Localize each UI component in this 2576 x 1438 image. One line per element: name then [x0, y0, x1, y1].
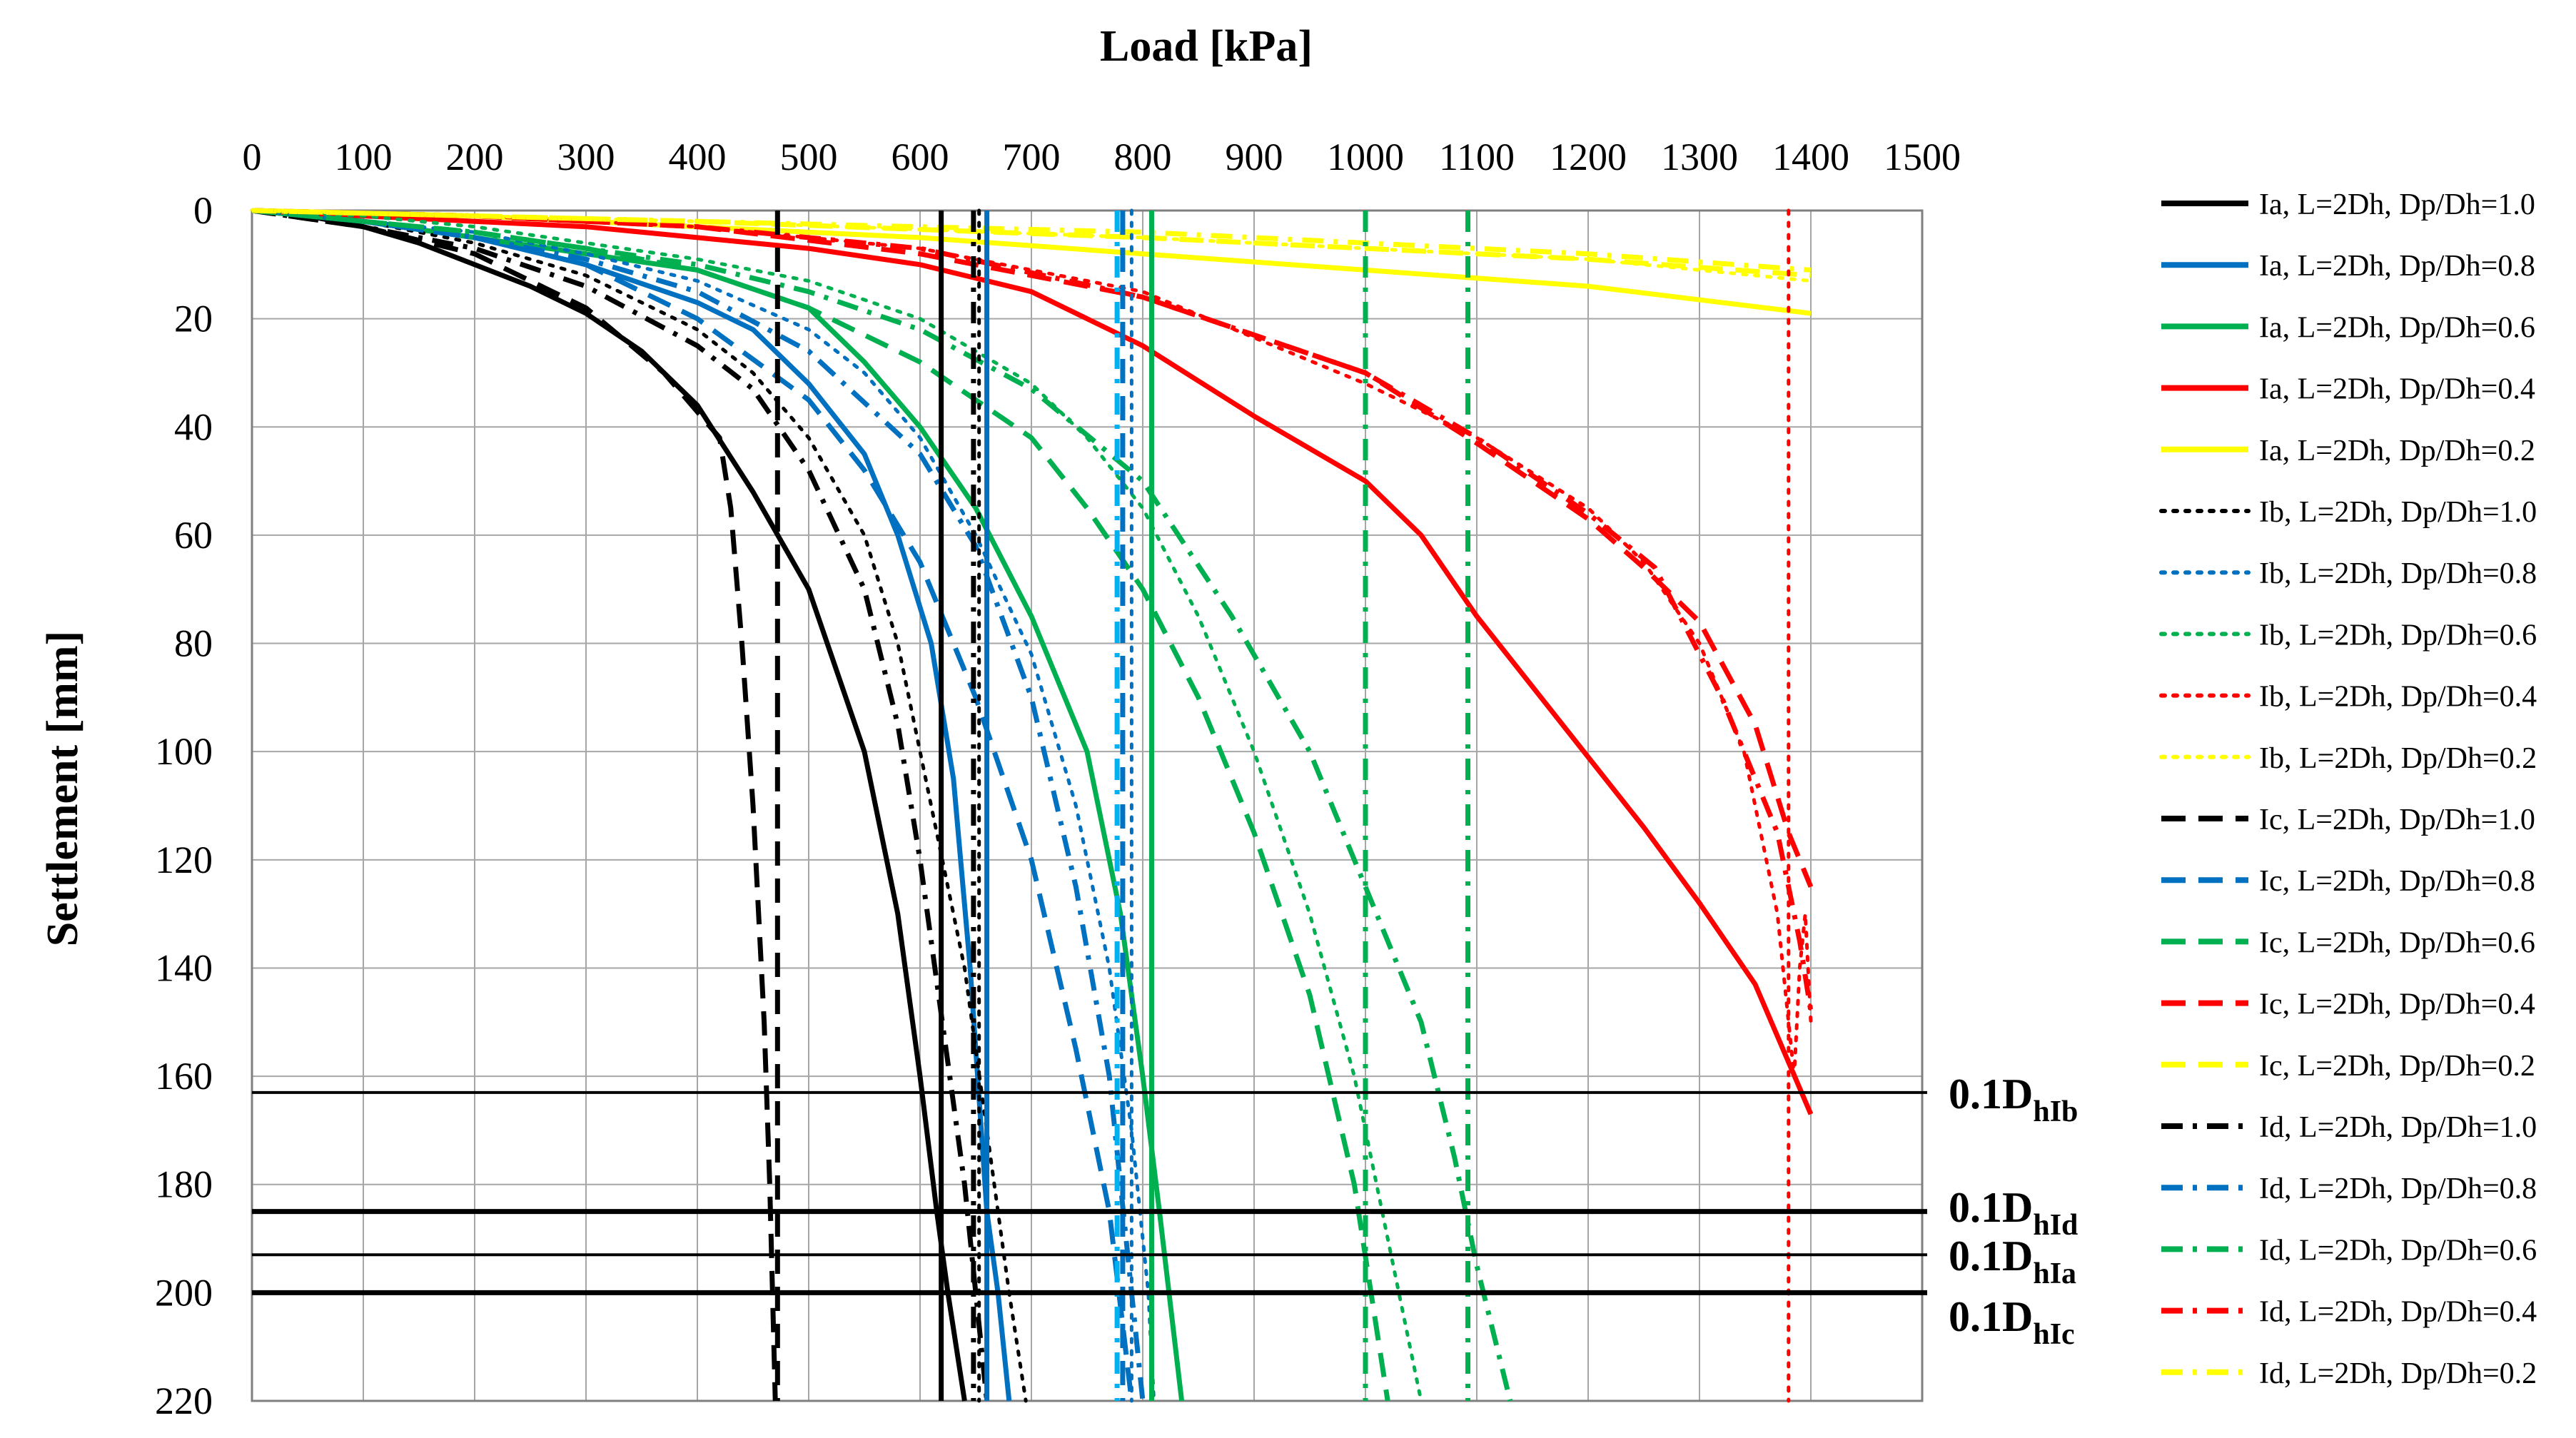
- legend-label: Ib, L=2Dh, Dp/Dh=0.6: [2259, 619, 2537, 652]
- series-line: [251, 208, 967, 1402]
- y-tick-label: 160: [155, 1055, 213, 1098]
- legend-label: Ia, L=2Dh, Dp/Dh=0.2: [2259, 435, 2535, 467]
- y-tick-label: 0: [193, 189, 213, 232]
- y-tick-label: 200: [155, 1271, 213, 1314]
- y-tick-label: 220: [155, 1379, 213, 1422]
- series-line: [250, 208, 1156, 1403]
- legend-label: Ib, L=2Dh, Dp/Dh=0.8: [2259, 557, 2537, 590]
- legend-label: Ic, L=2Dh, Dp/Dh=1.0: [2259, 804, 2535, 836]
- reference-line-subscript: hId: [2033, 1209, 2078, 1242]
- x-tick-label: 1100: [1439, 136, 1515, 178]
- legend-label: Id, L=2Dh, Dp/Dh=0.8: [2259, 1173, 2537, 1205]
- x-tick-label: 800: [1114, 136, 1172, 178]
- legend-label: Id, L=2Dh, Dp/Dh=0.4: [2259, 1296, 2537, 1329]
- legend-label: Id, L=2Dh, Dp/Dh=1.0: [2259, 1111, 2537, 1144]
- x-tick-label: 0: [243, 136, 262, 178]
- x-tick-label: 1000: [1327, 136, 1404, 178]
- y-tick-label: 140: [155, 946, 213, 989]
- reference-line-subscript: hIc: [2033, 1318, 2074, 1351]
- y-axis-title: Settlement [mm]: [39, 631, 87, 946]
- series-line: [251, 208, 1812, 278]
- reference-line-subscript: hIa: [2033, 1257, 2076, 1290]
- x-tick-label: 300: [557, 136, 615, 178]
- x-tick-label: 100: [335, 136, 393, 178]
- series-line: [251, 208, 1513, 1402]
- series-line: [251, 208, 1814, 1115]
- x-tick-label: 900: [1226, 136, 1283, 178]
- legend-label: Ic, L=2Dh, Dp/Dh=0.4: [2259, 988, 2535, 1021]
- series-line: [251, 208, 1012, 1402]
- reference-line-label: 0.1DhIc: [1949, 1293, 2075, 1351]
- y-tick-labels: 0 20 40 60 80 100 120 140 160 180 200 220: [155, 189, 213, 1422]
- x-tick-label: 600: [892, 136, 949, 178]
- legend-label: Ia, L=2Dh, Dp/Dh=0.4: [2259, 373, 2535, 406]
- x-tick-label: 1500: [1884, 136, 1961, 178]
- x-tick-label: 200: [446, 136, 504, 178]
- y-tick-label: 40: [174, 405, 213, 448]
- y-tick-label: 20: [174, 298, 213, 340]
- legend-label: Id, L=2Dh, Dp/Dh=0.2: [2259, 1357, 2537, 1390]
- legend-label: Ib, L=2Dh, Dp/Dh=0.2: [2259, 742, 2537, 775]
- series-line: [251, 208, 1814, 1012]
- series-line: [251, 208, 1390, 1402]
- series-line: [251, 208, 1185, 1402]
- legend-label: Ia, L=2Dh, Dp/Dh=0.6: [2259, 311, 2535, 344]
- reference-line-subscript: hIb: [2033, 1095, 2078, 1128]
- y-tick-label: 60: [174, 514, 213, 557]
- x-axis-title: Load [kPa]: [1100, 22, 1313, 71]
- legend-label: Ic, L=2Dh, Dp/Dh=0.2: [2259, 1050, 2535, 1083]
- x-tick-label: 1200: [1550, 136, 1627, 178]
- x-tick-labels: 0 100 200 300 400 500 600 700 800 900 1000 1100 1200…: [243, 136, 1961, 178]
- y-tick-label: 180: [155, 1163, 213, 1206]
- x-tick-label: 500: [780, 136, 838, 178]
- series-line: [251, 208, 1146, 1402]
- vertical-marker-lines: [774, 208, 1791, 1403]
- legend: Ia, L=2Dh, Dp/Dh=1.0 Ia, L=2Dh, Dp/Dh=0.8…: [2159, 188, 2537, 1390]
- legend-label: Ib, L=2Dh, Dp/Dh=0.4: [2259, 681, 2537, 714]
- series-line: [251, 208, 778, 1402]
- legend-label: Id, L=2Dh, Dp/Dh=0.6: [2259, 1234, 2537, 1267]
- y-tick-label: 120: [155, 839, 213, 881]
- legend-label: Ic, L=2Dh, Dp/Dh=0.6: [2259, 926, 2535, 959]
- plot-frame: [251, 209, 1924, 1402]
- x-tick-label: 1300: [1661, 136, 1738, 178]
- legend-label: Ia, L=2Dh, Dp/Dh=0.8: [2259, 250, 2535, 283]
- legend-label: Ia, L=2Dh, Dp/Dh=1.0: [2259, 188, 2535, 221]
- series-line: [250, 208, 1423, 1403]
- x-tick-label: 700: [1003, 136, 1061, 178]
- legend-label: Ib, L=2Dh, Dp/Dh=1.0: [2259, 496, 2537, 529]
- y-tick-label: 80: [174, 622, 213, 665]
- grid: [251, 209, 1924, 1402]
- series-line: [251, 208, 1134, 1402]
- y-tick-label: 100: [155, 730, 213, 773]
- reference-line-label: 0.1DhIb: [1949, 1070, 2078, 1128]
- legend-label: Ic, L=2Dh, Dp/Dh=0.8: [2259, 865, 2535, 898]
- x-tick-label: 400: [669, 136, 727, 178]
- x-tick-label: 1400: [1772, 136, 1849, 178]
